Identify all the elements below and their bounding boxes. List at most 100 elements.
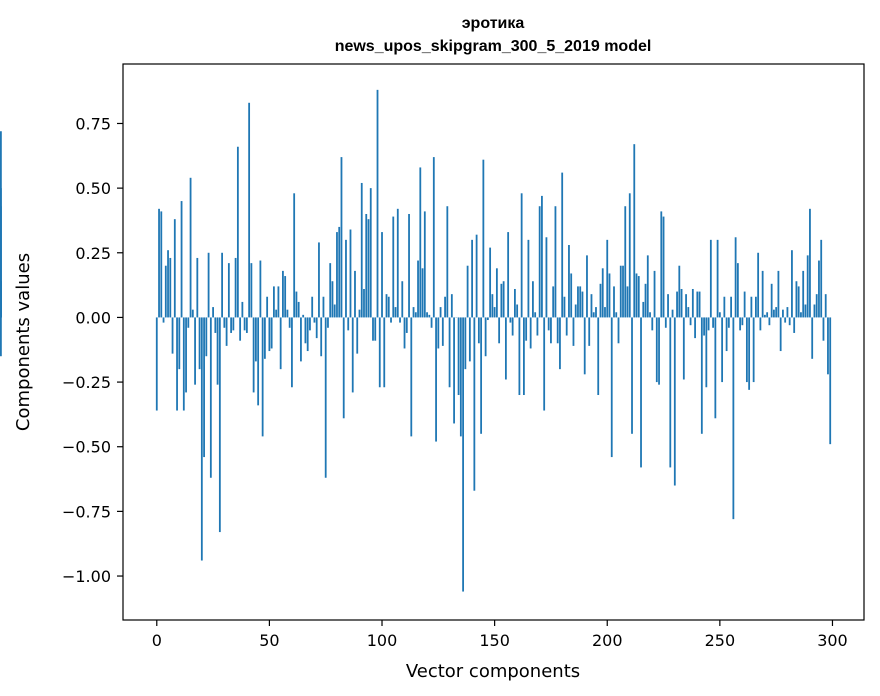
bar-77 bbox=[329, 263, 332, 318]
bar-168 bbox=[534, 312, 537, 318]
y-axis: −1.00 −0.75 −0.50 −0.25 0.00 0.25 0.50 0.75 bbox=[62, 114, 123, 586]
bar-64 bbox=[300, 317, 302, 362]
bar-281 bbox=[788, 317, 791, 326]
bar-256 bbox=[732, 317, 735, 520]
bar-136 bbox=[462, 317, 464, 592]
bar-51 bbox=[270, 317, 273, 349]
bar-49 bbox=[266, 296, 269, 318]
bar-287 bbox=[802, 270, 805, 318]
bar-220 bbox=[651, 317, 654, 331]
bar-43 bbox=[252, 317, 255, 393]
bar-71 bbox=[315, 317, 318, 339]
bar-11 bbox=[180, 201, 183, 318]
bar-58 bbox=[286, 309, 289, 318]
bar-184 bbox=[570, 273, 573, 318]
bar-123 bbox=[432, 157, 435, 318]
bar-190 bbox=[583, 317, 586, 375]
bar-108 bbox=[399, 317, 401, 323]
bar-45 bbox=[257, 317, 260, 406]
bar-219 bbox=[649, 312, 651, 318]
bar-undefined bbox=[0, 188, 2, 318]
bars bbox=[0, 89, 832, 592]
bar-227 bbox=[667, 294, 669, 318]
bar-253 bbox=[725, 317, 728, 352]
bar-9 bbox=[176, 317, 178, 411]
bar-276 bbox=[777, 270, 780, 318]
bar-205 bbox=[617, 317, 620, 344]
bar-153 bbox=[500, 283, 503, 318]
bar-236 bbox=[687, 307, 690, 318]
bar-223 bbox=[658, 317, 660, 385]
bar-231 bbox=[676, 291, 678, 318]
bar-56 bbox=[282, 270, 284, 318]
bar-112 bbox=[408, 213, 410, 318]
bar-274 bbox=[773, 309, 775, 318]
bar-59 bbox=[288, 317, 291, 328]
bar-254 bbox=[727, 317, 730, 328]
bar-265 bbox=[752, 317, 755, 383]
bar-159 bbox=[514, 288, 516, 318]
bar-29 bbox=[221, 252, 223, 318]
bar-213 bbox=[635, 273, 638, 318]
bar-147 bbox=[486, 317, 489, 321]
bar-31 bbox=[225, 317, 228, 346]
bar-201 bbox=[608, 273, 611, 318]
bar-193 bbox=[590, 294, 593, 318]
bar-25 bbox=[212, 307, 214, 318]
bar-97 bbox=[374, 317, 377, 341]
bar-125 bbox=[437, 317, 440, 349]
bar-74 bbox=[322, 296, 325, 318]
bar-17 bbox=[194, 317, 196, 385]
bar-15 bbox=[189, 177, 192, 318]
bar-234 bbox=[682, 317, 685, 380]
bar-107 bbox=[396, 208, 399, 318]
bar-117 bbox=[419, 167, 422, 318]
bar-280 bbox=[786, 307, 789, 318]
bar-120 bbox=[426, 312, 428, 318]
bar-209 bbox=[626, 286, 629, 318]
bar-35 bbox=[234, 257, 237, 318]
bar-99 bbox=[378, 317, 381, 388]
bar-196 bbox=[597, 317, 600, 396]
bar-7 bbox=[171, 317, 174, 354]
bar-237 bbox=[689, 317, 692, 326]
bar-20 bbox=[200, 317, 203, 561]
bar-93 bbox=[365, 213, 368, 318]
bar-104 bbox=[390, 317, 392, 323]
x-axis-label: Vector components bbox=[406, 661, 580, 682]
y-tick-label: 0.50 bbox=[75, 179, 111, 198]
bar-245 bbox=[707, 317, 710, 331]
bar-282 bbox=[791, 250, 793, 318]
bar-298 bbox=[827, 317, 829, 375]
bar-5 bbox=[167, 250, 169, 318]
bar-229 bbox=[671, 309, 674, 318]
bar-295 bbox=[820, 239, 823, 318]
bar-118 bbox=[421, 268, 424, 318]
bar-299 bbox=[829, 317, 832, 445]
bar-124 bbox=[435, 317, 437, 442]
bar-207 bbox=[622, 265, 624, 318]
bar-90 bbox=[358, 309, 361, 318]
x-tick-label: 150 bbox=[479, 631, 510, 650]
bar-146 bbox=[484, 317, 487, 357]
bar-87 bbox=[351, 317, 354, 393]
bar-262 bbox=[745, 317, 748, 383]
bar-76 bbox=[327, 317, 329, 328]
bar-240 bbox=[696, 291, 699, 318]
bar-130 bbox=[448, 317, 451, 388]
bar-78 bbox=[331, 281, 334, 318]
bar-208 bbox=[624, 206, 627, 318]
bar-284 bbox=[795, 281, 798, 318]
bar-167 bbox=[532, 281, 534, 318]
bar-46 bbox=[259, 260, 262, 318]
bar-158 bbox=[511, 317, 514, 336]
bar-212 bbox=[633, 144, 636, 318]
bar-89 bbox=[356, 317, 359, 354]
bar-171 bbox=[541, 195, 543, 318]
x-axis: 0 50 100 150 200 250 300 bbox=[152, 620, 848, 650]
bar-92 bbox=[363, 288, 365, 318]
bar-94 bbox=[367, 219, 370, 318]
bar-155 bbox=[504, 317, 507, 380]
bar-126 bbox=[439, 307, 442, 318]
